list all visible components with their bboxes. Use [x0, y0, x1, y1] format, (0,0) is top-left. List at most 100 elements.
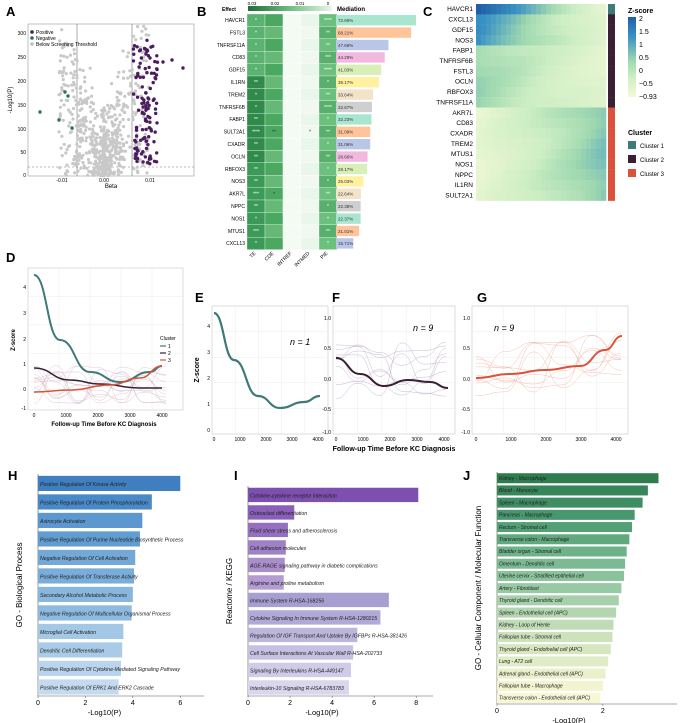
volcano-point-below — [109, 164, 113, 168]
volcano-point-below — [121, 165, 125, 169]
heatmap-cell — [516, 169, 522, 181]
heatmap-cell — [551, 86, 557, 98]
trend-f-individual-line — [335, 342, 447, 399]
volcano-point-below — [131, 118, 135, 122]
heatmap-row-label: GDF15 — [452, 27, 473, 34]
trend-g-ytick: 0.0 — [463, 377, 470, 383]
heatmap-row-label: MTUS1 — [451, 151, 473, 158]
volcano-point-below — [66, 144, 71, 149]
enrichment-bar — [248, 557, 285, 573]
volcano-point-below — [61, 74, 65, 78]
heatmap-cell — [476, 190, 482, 201]
heatmap-cell — [591, 190, 597, 201]
heatmap-row-label: CXCL13 — [448, 17, 473, 24]
trend-d-ylabel: Z-score — [11, 329, 17, 351]
heatmap-cell — [581, 128, 587, 139]
mediation-effect-cell — [282, 137, 302, 151]
heatmap-cell — [541, 66, 547, 77]
trend-g-grid — [472, 306, 628, 434]
heatmap-cell — [536, 138, 542, 150]
enrichment-bar — [38, 549, 136, 566]
volcano-point-below — [82, 131, 86, 136]
trend-g-individual-line — [475, 348, 622, 383]
heatmap-cell — [596, 35, 602, 46]
heatmap-cluster-bar — [608, 66, 615, 77]
volcano-point-positive — [155, 54, 159, 58]
volcano-point-below — [123, 149, 127, 153]
volcano-point-below — [62, 142, 66, 146]
mediation-significance: * — [327, 216, 329, 222]
volcano-point-below — [115, 102, 119, 106]
heatmap-cell — [581, 45, 587, 56]
effect-tick: 0.01 — [296, 1, 305, 6]
trend-f-individual-line — [335, 371, 447, 387]
heatmap-cell — [571, 55, 577, 67]
volcano-point-below — [131, 110, 135, 114]
heatmap-cell — [521, 190, 527, 201]
heatmap-cell — [491, 138, 497, 150]
legend-negative-dot — [30, 36, 34, 40]
volcano-point-positive — [146, 143, 150, 147]
volcano-point-below — [92, 124, 96, 128]
mediation-significance: *** — [253, 192, 259, 198]
heatmap-cell — [526, 66, 532, 77]
heatmap-cell — [486, 76, 492, 87]
mediation-significance: * — [327, 80, 329, 86]
enrichment-bar — [248, 540, 286, 555]
heatmap-cell — [561, 66, 567, 77]
heatmap-cell — [601, 169, 607, 181]
volcano-point-below — [132, 34, 136, 38]
volcano-point-positive — [144, 47, 148, 52]
mediation-effect-cell — [282, 13, 302, 27]
volcano-point-positive — [151, 44, 155, 48]
heatmap-cell — [536, 179, 542, 191]
heatmap-cell — [576, 55, 582, 67]
mediation-bar — [336, 27, 412, 38]
volcano-point-below — [136, 24, 140, 29]
heatmap-cell — [571, 45, 577, 56]
volcano-point-below — [119, 170, 123, 175]
heatmap-cell — [481, 66, 487, 77]
volcano-point-below — [60, 154, 64, 158]
heatmap-cluster-bar — [608, 107, 615, 119]
trend-g-ytick: 0.5 — [463, 346, 470, 352]
mediation-effect-cell — [300, 88, 320, 101]
heatmap-cell — [511, 45, 517, 56]
volcano-point-below — [58, 114, 62, 118]
volcano-point-below — [90, 127, 94, 131]
heatmap-cell — [546, 24, 552, 36]
volcano-point-below — [100, 129, 104, 133]
volcano-point-below — [98, 142, 102, 146]
mediation-pct: 39.17% — [338, 80, 353, 85]
enrichment-bar — [248, 575, 284, 590]
heatmap-cell — [481, 86, 487, 98]
heatmap-cell — [551, 169, 557, 181]
heatmap-panel: HAVCR1 CXCL13 GDF15 NOS3 FABP1 TNFRSF6B FSTL3 O… — [436, 4, 665, 201]
heatmap-cell — [586, 107, 592, 119]
bar-tick-label: 0 — [246, 700, 250, 707]
heatmap-cluster-bar — [608, 24, 615, 36]
enrichment-chart-go-bp: Positive Regulation Of Kinase Activity Po… — [15, 474, 204, 717]
trend-g-xtick: 1000 — [505, 437, 516, 443]
enrichment-term-label: Positive Regulation Of Protein Phosphory… — [40, 501, 148, 507]
trend-e-xtick: 3000 — [286, 437, 297, 443]
zscore-colorbar — [628, 17, 636, 97]
heatmap-cell — [516, 45, 522, 56]
volcano-point-below — [78, 97, 82, 101]
heatmap-cell — [556, 148, 562, 160]
mediation-significance: * — [255, 43, 257, 49]
heatmap-row-label: IL1RN — [455, 182, 474, 189]
volcano-point-positive — [141, 160, 145, 164]
mediation-pct: 22.38% — [338, 204, 353, 209]
heatmap-cell — [576, 14, 582, 25]
heatmap-cell — [551, 190, 557, 201]
heatmap-cell — [591, 14, 597, 25]
trend-e-xtick: 2000 — [260, 437, 271, 443]
enrichment-bar — [497, 619, 614, 630]
volcano-point-below — [84, 151, 88, 155]
enrichment-term-label: Thyroid gland - Dendritic cell — [499, 598, 563, 604]
heatmap-cell — [511, 24, 517, 36]
enrichment-term-label: Cytokine-cytokine receptor interaction — [250, 493, 337, 499]
mediation-effect-cell — [264, 199, 284, 213]
heatmap-cluster-bar — [608, 117, 615, 129]
